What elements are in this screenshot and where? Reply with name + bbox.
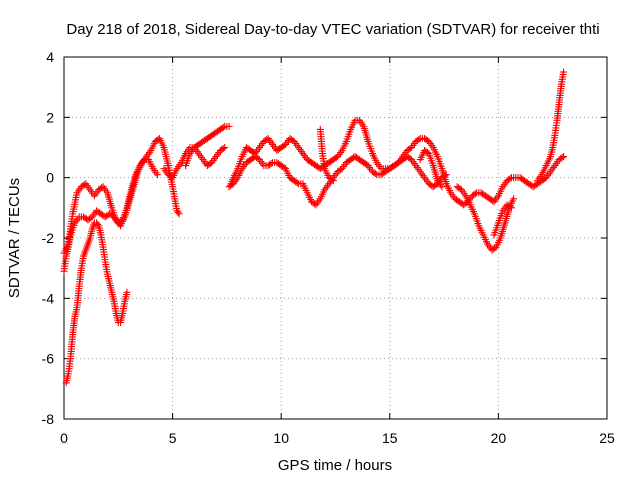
data-point xyxy=(280,141,288,149)
data-point xyxy=(438,183,446,191)
plot-frame xyxy=(63,56,608,420)
y-tick-label: -2 xyxy=(42,230,55,246)
x-tick-label: 20 xyxy=(491,430,507,446)
data-point xyxy=(228,181,236,189)
data-point xyxy=(560,68,568,76)
data-point xyxy=(510,195,518,203)
data-point xyxy=(363,161,371,169)
grid xyxy=(64,57,607,419)
y-tick-label: 4 xyxy=(46,49,54,65)
data-point xyxy=(456,185,464,193)
series-track-11 xyxy=(490,201,515,239)
data-point xyxy=(332,154,340,162)
data-point xyxy=(289,136,297,144)
data-point xyxy=(441,172,449,180)
data-point xyxy=(254,155,262,163)
x-tick-label: 25 xyxy=(599,430,615,446)
data-point xyxy=(221,144,229,151)
data-point xyxy=(219,123,227,131)
x-tick-label: 10 xyxy=(273,430,289,446)
y-tick-labels: -8 -6 -4 -2 0 2 4 xyxy=(42,49,55,427)
y-tick-label: -8 xyxy=(42,411,55,427)
data-point xyxy=(489,197,497,205)
data-point xyxy=(225,122,233,130)
data-point xyxy=(406,155,414,163)
data-point xyxy=(415,135,423,143)
data-point xyxy=(506,175,514,183)
series-track-12 xyxy=(533,68,568,185)
data-point xyxy=(263,135,271,143)
y-tick-label: -6 xyxy=(42,351,55,367)
data-point xyxy=(175,210,183,218)
x-axis-label: GPS time / hours xyxy=(278,457,392,474)
data-point xyxy=(98,184,106,192)
series-track-8 xyxy=(316,125,337,185)
x-tick-label: 0 xyxy=(60,430,68,446)
data-point xyxy=(371,170,379,178)
data-marks xyxy=(60,68,568,387)
series-track-3 xyxy=(62,219,131,387)
data-point xyxy=(329,177,337,185)
data-point xyxy=(471,190,479,198)
data-point xyxy=(94,220,102,228)
axis-ticks xyxy=(63,56,608,420)
data-point xyxy=(109,212,117,220)
series-track-10 xyxy=(453,183,518,254)
chart-title: Day 218 of 2018, Sidereal Day-to-day VTE… xyxy=(66,21,599,38)
data-point xyxy=(337,166,345,174)
data-point xyxy=(311,200,319,208)
data-point xyxy=(153,171,161,179)
data-point xyxy=(267,160,275,168)
series-track-7 xyxy=(225,153,450,209)
series-track-5 xyxy=(182,144,229,170)
data-point xyxy=(87,214,95,222)
data-point xyxy=(507,204,515,212)
y-tick-label: 2 xyxy=(46,109,54,125)
x-tick-label: 15 xyxy=(382,430,398,446)
y-axis-label: SDTVAR / TECUs xyxy=(6,178,23,298)
data-point xyxy=(406,145,414,153)
data-point xyxy=(80,181,88,189)
y-tick-label: 0 xyxy=(46,170,54,186)
data-point xyxy=(123,288,131,296)
data-point xyxy=(423,136,431,144)
data-point xyxy=(506,203,514,211)
data-point xyxy=(293,179,301,187)
data-point xyxy=(442,171,450,179)
data-point xyxy=(219,145,227,153)
data-point xyxy=(174,208,182,216)
series-track-9 xyxy=(416,147,446,191)
y-tick-label: -4 xyxy=(42,290,55,306)
x-tick-labels: 0 5 10 15 20 25 xyxy=(60,430,615,446)
x-tick-label: 5 xyxy=(169,430,177,446)
data-point xyxy=(560,153,568,161)
data-point xyxy=(558,154,566,162)
data-point xyxy=(328,176,336,184)
series-track-2 xyxy=(60,156,161,275)
data-point xyxy=(206,160,214,168)
